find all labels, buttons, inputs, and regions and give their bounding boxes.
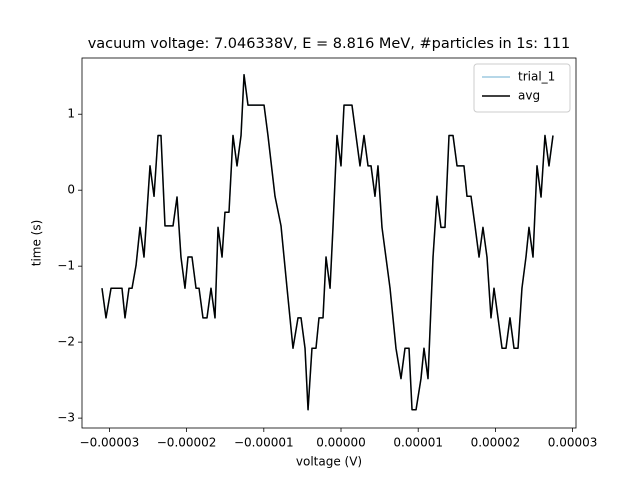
x-tick-label: −0.00002 [157, 436, 217, 450]
x-tick-label: 0.00002 [471, 436, 521, 450]
x-tick-label: −0.00003 [80, 436, 140, 450]
legend-label: trial_1 [518, 70, 555, 84]
y-tick-label: 0 [67, 183, 75, 197]
x-axis-label: voltage (V) [296, 455, 362, 469]
legend-label: avg [518, 89, 540, 103]
x-tick-label: −0.00001 [234, 436, 294, 450]
x-tick-label: 0.00003 [548, 436, 598, 450]
axes-frame [81, 57, 577, 429]
y-tick-label: −3 [57, 411, 75, 425]
y-axis-label: time (s) [30, 220, 44, 267]
x-tick-label: 0.00000 [316, 436, 366, 450]
y-tick-label: −2 [57, 335, 75, 349]
y-tick-label: −1 [57, 259, 75, 273]
chart-title: vacuum voltage: 7.046338V, E = 8.816 MeV… [88, 36, 571, 52]
data-line [101, 73, 554, 411]
y-tick-label: 1 [67, 107, 75, 121]
legend-box [473, 63, 571, 113]
x-tick-label: 0.00001 [393, 436, 443, 450]
